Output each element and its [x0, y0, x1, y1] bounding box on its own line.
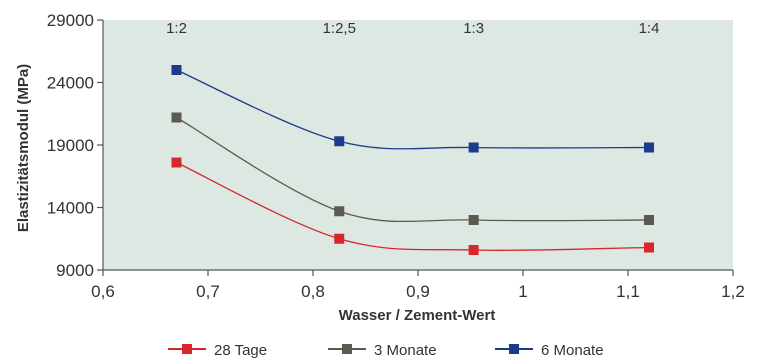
- legend-label: 6 Monate: [541, 342, 604, 359]
- x-tick-label: 1: [518, 282, 527, 301]
- data-point: [334, 136, 345, 147]
- series-line: [176, 116, 650, 223]
- legend-marker: [509, 344, 519, 354]
- data-point: [644, 242, 654, 253]
- legend-label: 28 Tage: [214, 342, 267, 359]
- legend-marker: [182, 344, 192, 354]
- ratio-labels: 1:2 1:2,5 1:3 1:4: [166, 20, 659, 37]
- y-tick-label: 19000: [47, 136, 94, 155]
- x-tick-label: 1,1: [616, 282, 640, 301]
- y-tick-label: 9000: [56, 261, 94, 280]
- legend-marker: [342, 344, 352, 354]
- legend-item: 3 Monate: [328, 342, 437, 359]
- x-tick-label: 0,9: [406, 282, 430, 301]
- series-line: [176, 69, 650, 150]
- data-point: [468, 215, 479, 225]
- ratio-label: 1:2,5: [323, 20, 356, 37]
- data-point: [334, 233, 345, 244]
- legend-item: 28 Tage: [168, 342, 267, 359]
- data-point: [334, 206, 345, 217]
- series-line: [176, 161, 650, 251]
- data-point: [644, 142, 654, 153]
- data-point: [171, 112, 182, 123]
- series-group: [171, 65, 654, 255]
- series-2: [171, 112, 654, 225]
- y-tick-label: 29000: [47, 11, 94, 30]
- series-1: [171, 157, 654, 255]
- x-axis-label: Wasser / Zement-Wert: [339, 307, 496, 324]
- data-point: [468, 245, 479, 255]
- x-tick-label: 0,7: [196, 282, 220, 301]
- legend: 28 Tage 3 Monate 6 Monate: [168, 342, 604, 359]
- legend-label: 3 Monate: [374, 342, 437, 359]
- y-tick-label: 14000: [47, 199, 94, 218]
- legend-item: 6 Monate: [495, 342, 604, 359]
- data-point: [171, 65, 182, 75]
- y-tick-label: 24000: [47, 74, 94, 93]
- ratio-label: 1:4: [639, 20, 660, 37]
- x-tick-label: 0,8: [301, 282, 325, 301]
- ratio-label: 1:2: [166, 20, 187, 37]
- data-point: [644, 215, 654, 225]
- plot-background: [103, 20, 733, 270]
- ratio-label: 1:3: [463, 20, 484, 37]
- y-axis-label: Elastizitätsmodul (MPa): [15, 64, 32, 232]
- series-3: [171, 65, 654, 153]
- data-point: [171, 157, 182, 168]
- y-axis: 9000 14000 19000 24000 29000: [47, 11, 104, 280]
- x-tick-label: 0,6: [91, 282, 115, 301]
- x-tick-label: 1,2: [721, 282, 745, 301]
- data-point: [468, 142, 479, 153]
- x-axis: 0,6 0,7 0,8 0,9 1 1,1 1,2: [91, 269, 745, 301]
